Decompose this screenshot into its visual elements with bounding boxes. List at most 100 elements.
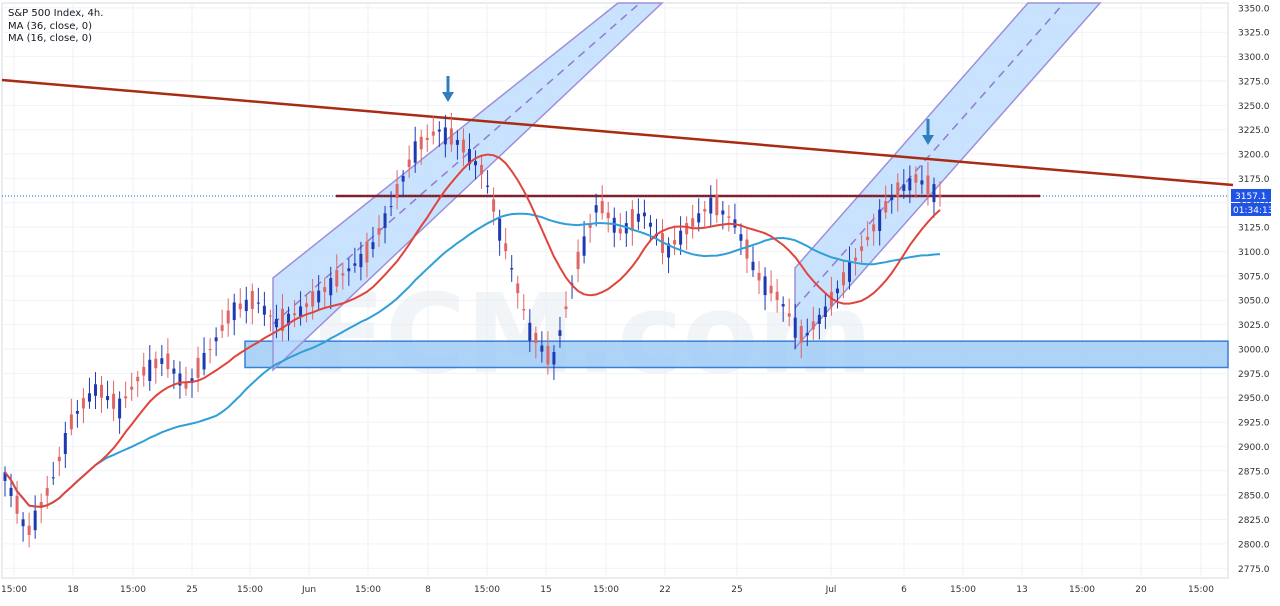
- candle-body: [425, 137, 429, 140]
- candle-body: [534, 332, 538, 344]
- candle-body: [606, 212, 610, 219]
- candle-body: [461, 139, 465, 153]
- y-tick-label: 2900.0: [1238, 443, 1270, 453]
- candle-body: [401, 176, 405, 182]
- candle-body: [431, 131, 435, 136]
- legend-ma16: MA (16, close, 0): [8, 33, 93, 44]
- candle-body: [522, 309, 526, 311]
- candle-body: [878, 209, 882, 232]
- candle-body: [148, 359, 152, 381]
- x-tick-label: 15: [540, 585, 551, 595]
- candle-body: [51, 477, 55, 479]
- down-arrow-icon: [922, 135, 934, 145]
- candle-body: [618, 228, 622, 234]
- ma16-line: [4, 153, 941, 508]
- candle-body: [268, 315, 272, 317]
- channel-left-midline: [272, 2, 641, 325]
- candle-body: [932, 184, 936, 203]
- candle-body: [15, 495, 19, 514]
- candle-body: [184, 382, 188, 389]
- x-tick-label: Jun: [301, 585, 316, 595]
- candle-body: [811, 321, 815, 330]
- candle-body: [504, 243, 508, 252]
- countdown-value: 01:34:13: [1233, 206, 1273, 216]
- candle-body: [751, 261, 755, 271]
- candle-body: [329, 278, 333, 296]
- x-tick-label: 13: [1016, 585, 1027, 595]
- x-tick-label: 15:00: [120, 585, 146, 595]
- y-tick-label: 2825.0: [1238, 516, 1270, 526]
- candle-body: [667, 243, 671, 258]
- candle-body: [492, 199, 496, 212]
- candle-body: [69, 414, 73, 430]
- candle-body: [835, 288, 839, 294]
- legend: S&P 500 Index, 4h. MA (36, close, 0) MA …: [8, 8, 103, 46]
- y-tick-label: 3275.0: [1238, 77, 1270, 87]
- candle-body: [232, 302, 236, 321]
- y-tick-label: 2950.0: [1238, 394, 1270, 404]
- candle-body: [564, 306, 568, 310]
- candle-body: [540, 345, 544, 352]
- candle-body: [745, 239, 749, 259]
- candle-body: [383, 213, 387, 228]
- candle-body: [854, 257, 858, 261]
- candle-body: [902, 184, 906, 191]
- candle-body: [860, 246, 864, 252]
- candle-body: [866, 236, 870, 241]
- candle-body: [244, 299, 248, 312]
- y-tick-label: 3325.0: [1238, 29, 1270, 39]
- candle-body: [208, 349, 212, 351]
- candle-body: [709, 197, 713, 214]
- candle-body: [33, 510, 37, 531]
- candle-body: [299, 306, 303, 317]
- y-tick-label: 2925.0: [1238, 419, 1270, 429]
- candle-body: [630, 209, 634, 231]
- candle-body: [287, 313, 291, 326]
- candle-body: [389, 206, 393, 208]
- candle-body: [220, 325, 224, 331]
- candle-body: [280, 308, 284, 332]
- candle-body: [311, 291, 315, 307]
- y-tick-label: 3350.0: [1238, 4, 1270, 14]
- candle-body: [118, 398, 122, 419]
- candle-body: [100, 384, 104, 398]
- candle-body: [594, 205, 598, 213]
- candle-body: [293, 313, 297, 316]
- candle-body: [642, 212, 646, 217]
- candle-body: [908, 178, 912, 191]
- candle-body: [112, 393, 116, 409]
- candle-body: [57, 456, 61, 462]
- x-tick-label: 15:00: [237, 585, 263, 595]
- candle-body: [739, 234, 743, 241]
- candle-body: [727, 216, 731, 218]
- candle-body: [679, 230, 683, 245]
- candle-body: [721, 210, 725, 215]
- candle-body: [353, 263, 357, 266]
- candle-body: [178, 373, 182, 386]
- candle-body: [558, 330, 562, 336]
- candle-body: [775, 291, 779, 301]
- candle-body: [75, 411, 79, 414]
- candle-body: [636, 213, 640, 222]
- candle-body: [455, 140, 459, 145]
- last-price-value: 3157.1: [1235, 192, 1267, 202]
- candle-body: [437, 129, 441, 132]
- candle-body: [486, 185, 490, 187]
- candle-body: [841, 272, 845, 286]
- candle-body: [21, 519, 25, 527]
- candle-body: [546, 345, 550, 365]
- candle-body: [106, 395, 110, 401]
- x-tick-label: 8: [425, 585, 431, 595]
- candle-body: [582, 236, 586, 256]
- candle-body: [371, 242, 375, 250]
- y-tick-label: 3100.0: [1238, 248, 1270, 258]
- candle-body: [27, 525, 31, 536]
- candle-body: [160, 358, 164, 364]
- candle-body: [256, 302, 260, 304]
- candle-body: [588, 223, 592, 228]
- x-tick-label: 25: [186, 585, 197, 595]
- candle-body: [45, 488, 49, 496]
- candle-body: [576, 251, 580, 270]
